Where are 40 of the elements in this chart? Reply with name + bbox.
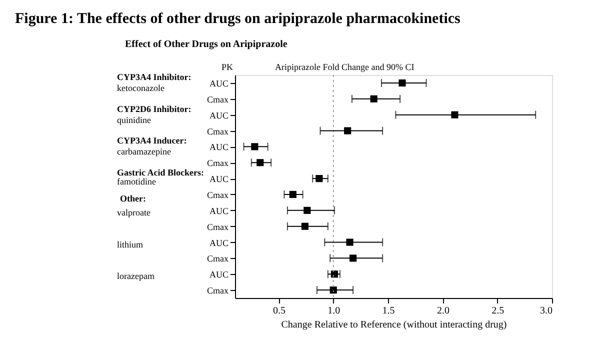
text: lorazepam xyxy=(117,271,154,282)
y-tick-label: Cmax xyxy=(207,158,229,168)
x-tick-label: 2.5 xyxy=(492,306,504,316)
x-tick-label: 0.5 xyxy=(272,306,286,316)
y-tick-label: Cmax xyxy=(207,222,229,232)
text: CYP3A4 Inhibitor: xyxy=(117,72,192,82)
chart-title: Figure 1: The effects of other drugs on aripiprazole pharmacokinetics xyxy=(15,11,461,27)
point xyxy=(346,238,354,246)
x-tick-label: 3.0 xyxy=(540,306,552,316)
y-tick-label: AUC xyxy=(209,110,228,120)
x-tick-label: 2.0 xyxy=(436,306,450,316)
y-tick-label: Cmax xyxy=(207,254,229,264)
text: PK xyxy=(221,62,234,72)
y-tick-label: AUC xyxy=(209,78,228,88)
y-tick-label: AUC xyxy=(209,142,228,152)
point xyxy=(398,79,406,86)
x-tick-label: 1.5 xyxy=(382,306,395,316)
y-tick-label: Cmax xyxy=(207,94,229,104)
point xyxy=(344,127,352,134)
x-tick-label: 1.0 xyxy=(328,306,340,316)
text: CYP2D6 Inhibitor: xyxy=(117,104,192,114)
y-tick-label: AUC xyxy=(209,206,228,216)
chart-subtitle: Effect of Other Drugs on Aripiprazole xyxy=(125,39,288,50)
x-axis-title: Change Relative to Reference (without interacting drug) xyxy=(281,320,507,330)
text: ketoconazole xyxy=(117,82,164,93)
text: CYP3A4 Inducer: xyxy=(117,136,187,146)
y-tick-label: AUC xyxy=(209,270,228,280)
text: carbamazepine xyxy=(117,146,171,157)
y-tick-label: Cmax xyxy=(207,286,229,296)
text: quinidine xyxy=(117,114,151,125)
y-tick-label: AUC xyxy=(209,174,228,184)
text: Aripiprazole Fold Change and 90% CI xyxy=(275,62,414,72)
y-tick-label: AUC xyxy=(209,238,228,248)
text: Other: xyxy=(120,193,146,204)
y-tick-label: Cmax xyxy=(207,126,229,136)
y-tick-label: Cmax xyxy=(207,190,229,200)
text: lithium xyxy=(117,239,144,250)
text: valproate xyxy=(117,207,150,218)
text: Gastric Acid Blockers: xyxy=(117,168,204,178)
text: famotidine xyxy=(117,176,156,187)
